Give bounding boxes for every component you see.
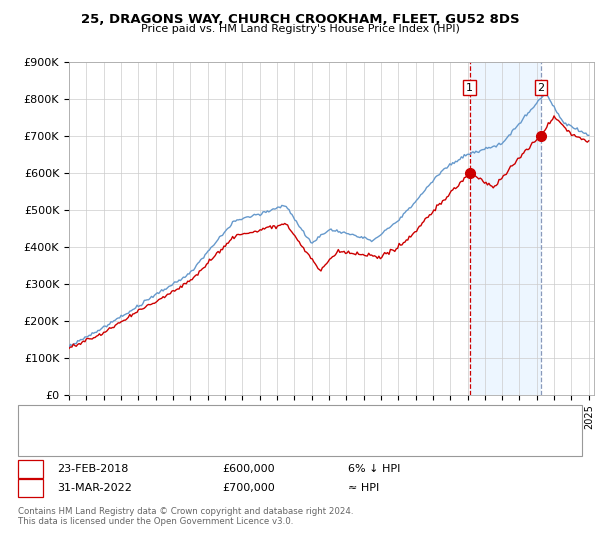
Text: 25, DRAGONS WAY, CHURCH CROOKHAM, FLEET, GU52 8DS: 25, DRAGONS WAY, CHURCH CROOKHAM, FLEET,… <box>80 13 520 26</box>
Text: 25, DRAGONS WAY, CHURCH CROOKHAM, FLEET, GU52 8DS (detached house): 25, DRAGONS WAY, CHURCH CROOKHAM, FLEET,… <box>69 414 451 424</box>
Bar <box>470 62 541 395</box>
Text: ≈ HPI: ≈ HPI <box>348 483 379 493</box>
Text: Price paid vs. HM Land Registry's House Price Index (HPI): Price paid vs. HM Land Registry's House … <box>140 24 460 34</box>
Text: 1: 1 <box>466 82 473 92</box>
Text: Contains HM Land Registry data © Crown copyright and database right 2024.
This d: Contains HM Land Registry data © Crown c… <box>18 507 353 526</box>
Text: 31-MAR-2022: 31-MAR-2022 <box>57 483 132 493</box>
Text: 6% ↓ HPI: 6% ↓ HPI <box>348 464 400 474</box>
Text: 1: 1 <box>27 464 34 474</box>
Text: HPI: Average price, detached house, Hart: HPI: Average price, detached house, Hart <box>69 432 271 442</box>
Text: 2: 2 <box>27 483 34 493</box>
Text: £700,000: £700,000 <box>222 483 275 493</box>
Text: £600,000: £600,000 <box>222 464 275 474</box>
Text: 23-FEB-2018: 23-FEB-2018 <box>57 464 128 474</box>
Text: 2: 2 <box>538 82 545 92</box>
